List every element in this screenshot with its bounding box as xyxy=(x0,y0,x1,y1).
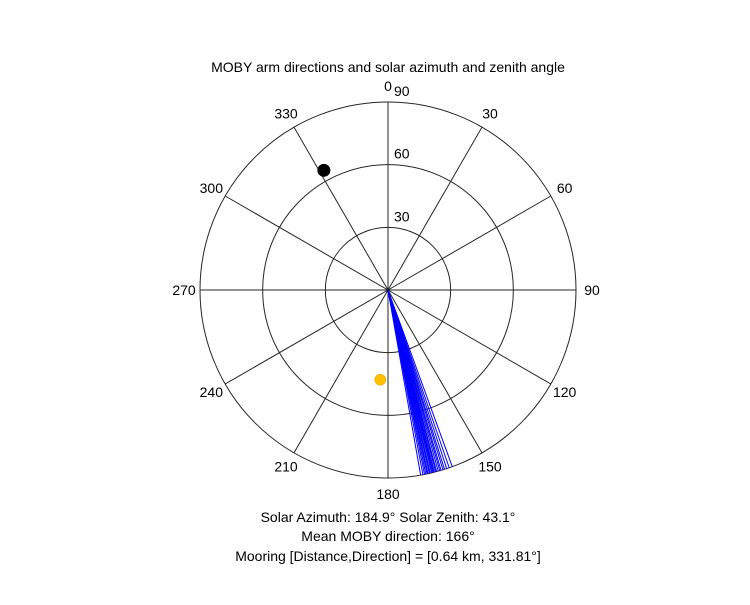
caption-solar: Solar Azimuth: 184.9° Solar Zenith: 43.1… xyxy=(261,509,516,525)
angular-grid-spoke-2 xyxy=(387,195,552,291)
angle-tick-label-1: 30 xyxy=(482,105,498,121)
angular-grid-spoke-5 xyxy=(387,289,483,454)
moby-arm-line-0 xyxy=(387,289,453,467)
angular-grid-spoke-11 xyxy=(293,126,389,291)
angle-tick-label-6: 180 xyxy=(376,486,400,502)
radial-tick-label-1: 60 xyxy=(394,146,410,162)
angle-tick-label-7: 210 xyxy=(274,459,298,475)
angular-grid-spoke-8 xyxy=(224,289,389,385)
angle-tick-label-4: 120 xyxy=(553,384,577,400)
polar-grid xyxy=(199,101,577,479)
tick-labels: 0 30 60 90 120 150 180 210 240 270 300 330 30 60 90 xyxy=(172,78,600,502)
moby-arm-lines xyxy=(387,289,453,476)
mooring-marker xyxy=(317,163,331,177)
angle-tick-label-8: 240 xyxy=(200,384,224,400)
angular-grid-spoke-7 xyxy=(293,289,389,454)
moby-arm-line-21 xyxy=(387,289,422,476)
angular-grid-spoke-10 xyxy=(224,195,389,291)
angle-tick-label-2: 60 xyxy=(557,180,573,196)
sun-marker xyxy=(374,373,387,386)
caption-mooring: Mooring [Distance,Direction] = [0.64 km,… xyxy=(235,548,541,564)
angle-tick-label-11: 330 xyxy=(274,105,298,121)
caption-mean-moby: Mean MOBY direction: 166° xyxy=(301,528,474,544)
angle-tick-label-9: 270 xyxy=(172,282,196,298)
chart-title: MOBY arm directions and solar azimuth an… xyxy=(211,59,565,75)
angular-grid-spoke-1 xyxy=(387,126,483,291)
angular-grid-spoke-4 xyxy=(387,289,552,385)
markers xyxy=(317,163,387,386)
angle-tick-label-5: 150 xyxy=(478,459,502,475)
angle-tick-label-0: 0 xyxy=(384,78,392,94)
radial-tick-label-2: 90 xyxy=(394,83,410,99)
angle-tick-label-10: 300 xyxy=(200,180,224,196)
radial-tick-label-0: 30 xyxy=(394,208,410,224)
angle-tick-label-3: 90 xyxy=(584,282,600,298)
